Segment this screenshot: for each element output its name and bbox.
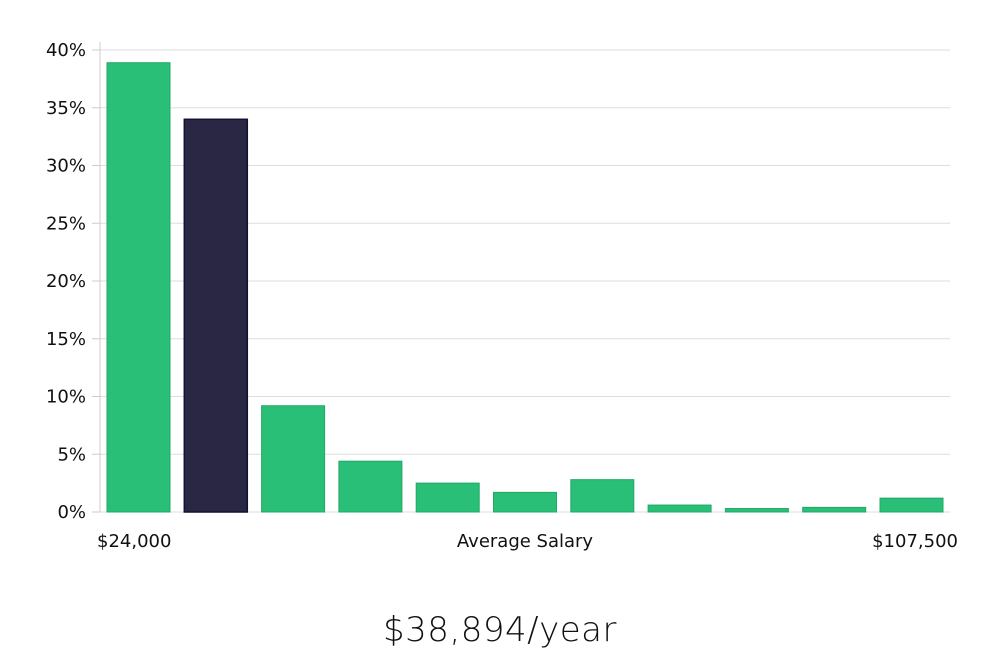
y-tick-label: 0%	[57, 502, 86, 523]
histogram-bar	[802, 506, 867, 513]
histogram-bar-highlighted	[183, 118, 249, 513]
histogram-bar	[879, 497, 944, 513]
bars	[106, 62, 944, 513]
y-axis-ticks: 0% 5% 10% 15% 20% 25% 30% 35% 40%	[46, 40, 100, 523]
y-tick-label: 20%	[46, 271, 86, 292]
salary-histogram-chart: 0% 5% 10% 15% 20% 25% 30% 35% 40% $24,000 Averag…	[46, 40, 958, 552]
y-tick-label: 10%	[46, 387, 86, 408]
y-tick-label: 35%	[46, 98, 86, 119]
histogram-bar	[106, 62, 171, 513]
histogram-bar	[724, 508, 789, 513]
y-tick-label: 25%	[46, 213, 86, 234]
y-tick-label: 15%	[46, 329, 86, 350]
x-axis-max-label: $107,500	[872, 531, 958, 552]
y-tick-label: 5%	[57, 444, 86, 465]
histogram-bar	[415, 482, 480, 513]
average-salary-headline: $38,894/year	[383, 610, 617, 650]
histogram-bar	[261, 405, 326, 513]
histogram-bar	[338, 460, 403, 513]
histogram-bar	[493, 491, 557, 513]
histogram-bar	[570, 479, 635, 513]
y-tick-label: 30%	[46, 156, 86, 177]
x-axis-min-label: $24,000	[97, 531, 171, 552]
histogram-bar	[647, 504, 712, 513]
x-axis-title: Average Salary	[457, 531, 594, 552]
y-tick-label: 40%	[46, 40, 86, 61]
